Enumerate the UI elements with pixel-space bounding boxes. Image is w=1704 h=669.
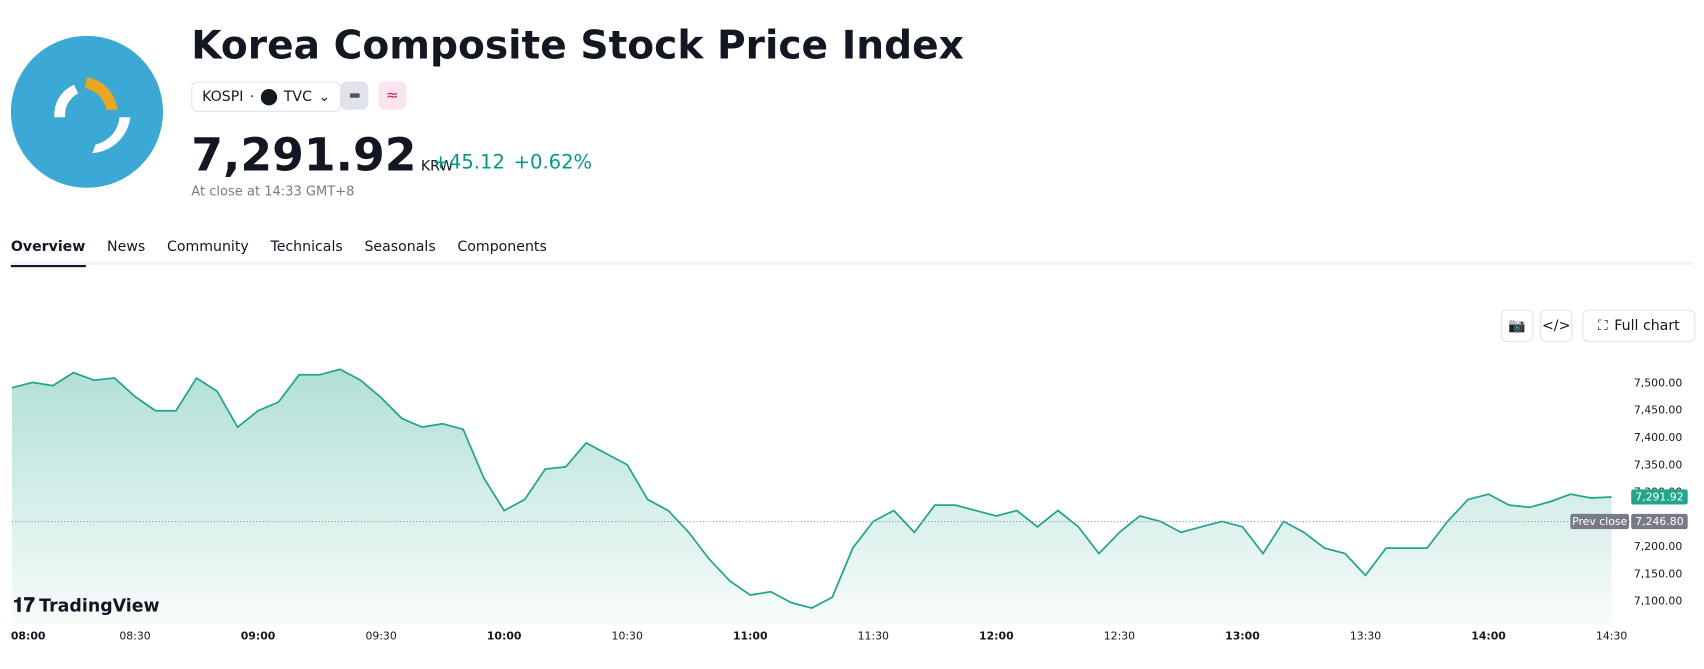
symbol-selector[interactable]: KOSPI · TVC ⌄	[191, 81, 342, 112]
last-price-tag	[1631, 489, 1688, 505]
area	[11, 369, 1612, 625]
x-tick-label: 09:30	[365, 629, 396, 642]
tab[interactable]: Technicals	[270, 238, 343, 256]
x-tick-label: 12:30	[1104, 629, 1135, 642]
tab-underline	[10, 261, 1694, 265]
last-price-label: 7,291.92	[1635, 490, 1683, 503]
change-block: +45.12 +0.62%	[433, 151, 593, 174]
price-line	[11, 368, 1612, 610]
brand-logo: 𝟏𝟕	[13, 594, 35, 617]
x-tick-label: 14:30	[1596, 629, 1627, 642]
y-tick-label: 7,350.00	[1634, 458, 1682, 471]
tab[interactable]: Community	[166, 238, 249, 256]
snapshot-button[interactable]: 📷	[1500, 309, 1534, 343]
brand-name: TradingView	[39, 595, 160, 616]
prev-close-label: Prev close	[1572, 515, 1627, 528]
tab[interactable]: Components	[457, 238, 547, 256]
logo	[10, 35, 164, 188]
prev-close-tag	[1570, 513, 1630, 530]
embed-button[interactable]: </>	[1539, 309, 1573, 343]
close-note: At close at 14:33 GMT+8	[191, 183, 355, 199]
y-tick-label: 7,450.00	[1634, 404, 1682, 417]
title: Korea Composite Stock Price Index	[191, 23, 964, 69]
x-tick-label: 08:30	[119, 629, 150, 642]
full-chart-button[interactable]: ⛶ Full chart	[1582, 309, 1696, 343]
tab[interactable]: News	[107, 238, 146, 256]
x-tick-label: 13:30	[1350, 629, 1381, 642]
badge[interactable]	[340, 81, 369, 110]
x-tick-label: 11:00	[733, 629, 768, 642]
currency: KRW	[420, 158, 454, 175]
exchange: TVC	[283, 88, 312, 105]
exchange-icon	[260, 88, 278, 105]
tab[interactable]: Overview	[10, 239, 86, 268]
tabs: Overview News Community Technicals Seasonals…	[10, 238, 547, 268]
prev-close-value-tag	[1631, 513, 1688, 530]
chevron: ⌄	[318, 88, 331, 105]
tab[interactable]: Seasonals	[364, 238, 436, 256]
brand: 𝟏𝟕 TradingView	[13, 594, 160, 617]
expand-icon: ⛶	[1597, 317, 1608, 334]
change: +45.12	[432, 150, 505, 174]
x-tick-label: 14:00	[1471, 629, 1506, 642]
change-percent: +0.62%	[513, 150, 593, 174]
prev-close-value: 7,246.80	[1635, 515, 1683, 528]
y-tick-label: 7,500.00	[1634, 376, 1682, 389]
button-label: Full chart	[1614, 317, 1680, 334]
x-tick-label: 10:30	[612, 629, 643, 642]
x-tick-label: 10:00	[487, 629, 522, 642]
x-tick-label: 09:00	[241, 629, 276, 642]
separator: ·	[249, 88, 255, 105]
y-tick-label: 7,200.00	[1634, 540, 1682, 553]
x-tick-label: 11:30	[858, 629, 889, 642]
badge[interactable]: ≈	[378, 81, 407, 110]
x-tick-label: 12:00	[979, 629, 1014, 642]
y-tick-label: 7,150.00	[1634, 567, 1682, 580]
x-tick-label: 13:00	[1225, 629, 1260, 642]
symbol: KOSPI	[202, 88, 244, 105]
price-block: 7,291.92 KRW	[191, 128, 453, 181]
y-tick-label: 7,400.00	[1634, 431, 1682, 444]
price: 7,291.92	[191, 128, 417, 182]
x-tick-label: 08:00	[11, 629, 46, 642]
y-tick-label: 7,100.00	[1634, 595, 1682, 608]
